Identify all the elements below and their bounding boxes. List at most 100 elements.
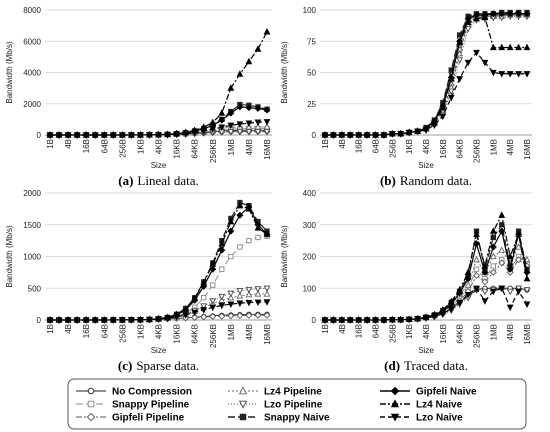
marker [227,129,235,136]
y-tick-label: 8000 [23,6,41,15]
series-line: Lz4 Pipeline [325,246,528,321]
marker [481,278,489,286]
y-tick-label: 4000 [23,69,41,78]
y-tick-label: 400 [303,189,317,198]
x-tick-label: 64B [100,324,109,338]
marker [146,132,153,139]
marker [263,106,271,114]
y-tick-label: 75 [307,37,316,46]
marker [218,239,226,247]
marker [330,317,337,324]
marker [218,124,226,132]
x-tick-label: 4KB [422,139,431,154]
x-tick-label: 1KB [136,324,145,339]
marker [173,314,180,321]
x-tick-label: 64KB [191,139,200,159]
marker [397,317,405,324]
x-tick-label: 256KB [473,139,482,163]
marker [355,317,363,324]
marker [100,317,108,324]
x-tick-label: 16B [355,324,364,338]
x-tick-label: 4B [338,139,347,149]
caption: (a) Lineal data. [118,173,199,188]
x-tick-label: 4MB [245,139,254,155]
caption: (d) Traced data. [384,358,468,373]
x-tick-label: 16MB [263,324,272,345]
caption-text: Sparse data. [136,358,199,373]
x-tick-label: 4B [64,139,73,149]
marker [245,286,253,294]
marker [236,292,244,299]
marker [481,262,489,269]
marker [515,256,523,264]
marker [87,400,95,408]
marker [321,317,329,324]
marker [464,268,472,276]
marker [489,43,497,51]
legend-box [67,378,527,430]
marker [218,302,226,310]
y-axis-label: Bandwidth (Mb/s) [280,41,289,104]
x-tick-label: 1B [46,139,55,149]
caption-text: Lineal data. [137,173,198,188]
marker [200,282,208,290]
marker [506,265,514,273]
marker [236,121,244,128]
x-axis-label: Size [418,346,434,355]
marker [422,315,430,322]
marker [456,57,464,64]
series-line: No Compression [325,14,527,136]
marker [346,317,354,324]
legend-label: No Compression [112,387,192,398]
marker [254,224,262,231]
marker [191,129,199,137]
marker [227,312,235,320]
marker [127,317,135,324]
marker [118,132,126,139]
marker [246,237,252,244]
x-tick-label: 4B [338,324,347,334]
marker [506,43,514,51]
marker [498,211,506,218]
marker [456,299,464,307]
marker [245,311,253,319]
marker [263,299,271,306]
marker [254,45,262,52]
marker [489,10,497,18]
marker [245,128,253,136]
marker [227,227,235,235]
x-tick-label: 1KB [405,324,414,339]
caption-label: (b) [380,173,396,188]
marker [200,313,208,321]
marker [414,128,421,136]
y-axis-label: Bandwidth (Mb/s) [5,225,14,288]
y-tick-label: 200 [303,253,317,262]
series-line: Snappy Pipeline [50,235,268,321]
marker [200,278,208,286]
marker [498,227,506,235]
legend-label: Lzo Naive [416,413,463,424]
y-axis-label: Bandwidth (Mb/s) [5,41,14,104]
marker [523,71,531,78]
marker [515,230,522,237]
marker [118,317,126,324]
x-tick-label: 16B [82,324,91,338]
x-tick-label: 256B [118,324,127,343]
x-tick-label: 64KB [456,139,465,159]
marker [109,132,117,139]
marker [414,316,421,323]
marker [46,317,54,324]
marker [263,28,271,35]
marker [127,132,135,139]
marker [254,104,262,112]
x-tick-label: 64KB [456,324,465,344]
x-tick-label: 1MB [227,139,236,155]
x-tick-label: 16B [82,139,91,153]
marker [227,84,235,91]
marker [431,313,438,321]
series-line: Snappy Naive [325,11,527,136]
x-tick-label: 4MB [245,324,254,340]
caption-label: (a) [118,173,133,188]
series-line: Lz4 Pipeline [325,14,527,136]
